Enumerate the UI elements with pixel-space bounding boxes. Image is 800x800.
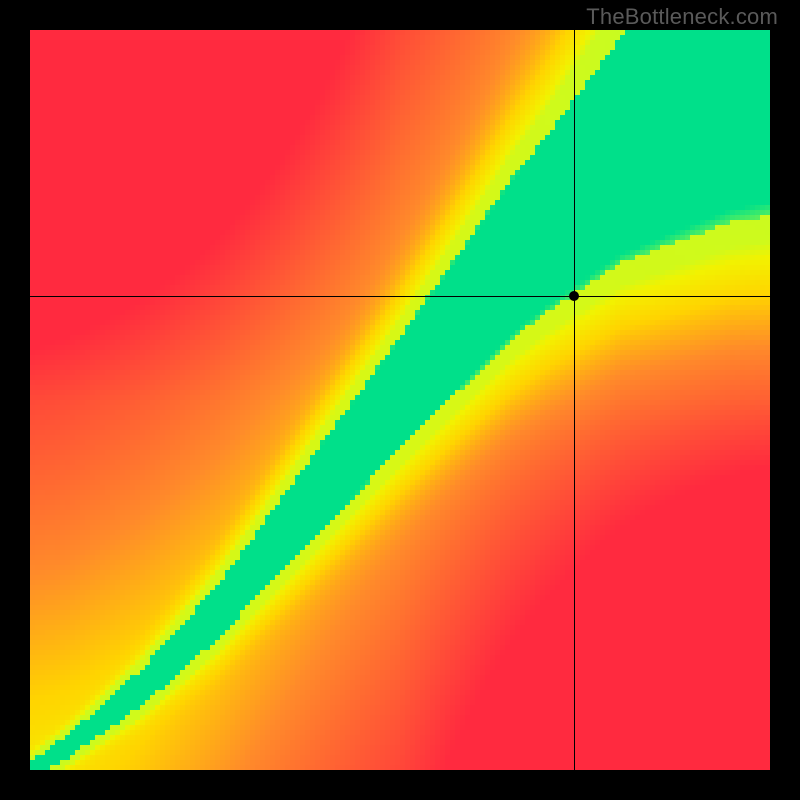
- heatmap-plot-area: [30, 30, 770, 770]
- crosshair-horizontal-line: [30, 296, 770, 297]
- crosshair-marker: [569, 291, 579, 301]
- heatmap-canvas: [30, 30, 770, 770]
- watermark-text: TheBottleneck.com: [586, 4, 778, 30]
- crosshair-vertical-line: [574, 30, 575, 770]
